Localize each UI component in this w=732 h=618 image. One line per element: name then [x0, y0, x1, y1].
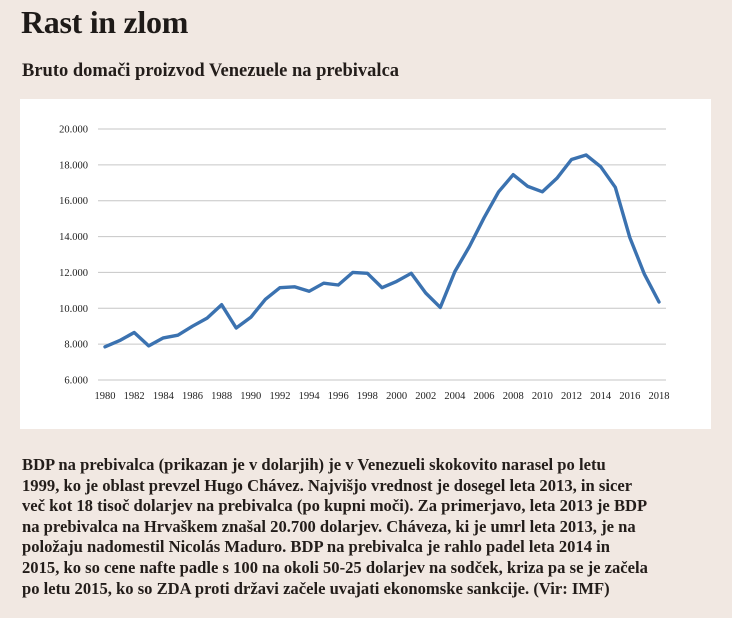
x-tick-label: 2000: [386, 391, 407, 402]
article-text-line: položaju nadomestil Nicolás Maduro. BDP …: [22, 537, 611, 557]
x-tick-label: 2002: [415, 391, 436, 402]
y-tick-label: 18.000: [59, 160, 88, 171]
x-tick-label: 1982: [124, 391, 145, 402]
x-tick-label: 2012: [561, 391, 582, 402]
x-tick-label: 1986: [182, 391, 203, 402]
x-tick-label: 2006: [474, 391, 495, 402]
y-axis-ticks: 20.000 18.000 16.000 14.000 12.000 10.000 8.00…: [59, 125, 88, 387]
x-tick-label: 1980: [95, 391, 116, 402]
x-tick-label: 1998: [357, 391, 378, 402]
y-tick-label: 12.000: [59, 268, 88, 279]
x-tick-label: 1996: [328, 391, 349, 402]
x-tick-label: 2008: [503, 391, 524, 402]
line-chart: 20.000 18.000 16.000 14.000 12.000 10.000 8.00…: [59, 125, 670, 403]
y-tick-label: 20.000: [59, 125, 88, 136]
article-text-line: po letu 2015, ko so ZDA proti državi zač…: [22, 578, 610, 598]
x-tick-label: 2010: [532, 391, 553, 402]
x-tick-label: 1992: [269, 391, 290, 402]
y-tick-label: 10.000: [59, 304, 88, 315]
article-text-line: več kot 18 tisoč dolarjev na prebivalca …: [22, 496, 648, 516]
x-tick-label: 2018: [649, 391, 670, 402]
x-axis-ticks: 1980 1982 1984 1986 1988 1990 1992 1994 1996 1998…: [95, 391, 670, 402]
x-tick-label: 1984: [153, 391, 175, 402]
article-text-line: 2015, ko so cene nafte padle s 100 na ok…: [22, 557, 648, 577]
y-tick-label: 8.000: [64, 340, 88, 351]
x-tick-label: 2016: [619, 391, 640, 402]
article-text-line: BDP na prebivalca (prikazan je v dolarji…: [22, 455, 606, 474]
x-tick-label: 2004: [444, 391, 466, 402]
y-tick-label: 16.000: [59, 196, 88, 207]
y-tick-label: 14.000: [59, 232, 88, 243]
x-tick-label: 1990: [240, 391, 261, 402]
x-tick-label: 2014: [590, 391, 612, 402]
gridlines: [98, 128, 666, 381]
article-text-line: na prebivalca na Hrvaškem znašal 20.700 …: [22, 516, 636, 536]
x-tick-label: 1988: [211, 391, 232, 402]
page-title: Rast in zlom: [21, 4, 189, 40]
x-tick-label: 1994: [299, 391, 321, 402]
chart-subtitle: Bruto domači proizvod Venezuele na prebi…: [22, 61, 400, 81]
series-layer: [103, 153, 661, 349]
chart-panel: 20.000 18.000 16.000 14.000 12.000 10.000 8.00…: [20, 99, 711, 429]
article-text-line: 1999, ko je oblast prevzel Hugo Chávez. …: [22, 475, 633, 495]
article-text: BDP na prebivalca (prikazan je v dolarji…: [22, 455, 722, 599]
y-tick-label: 6.000: [64, 376, 88, 387]
series-line: [103, 153, 661, 349]
